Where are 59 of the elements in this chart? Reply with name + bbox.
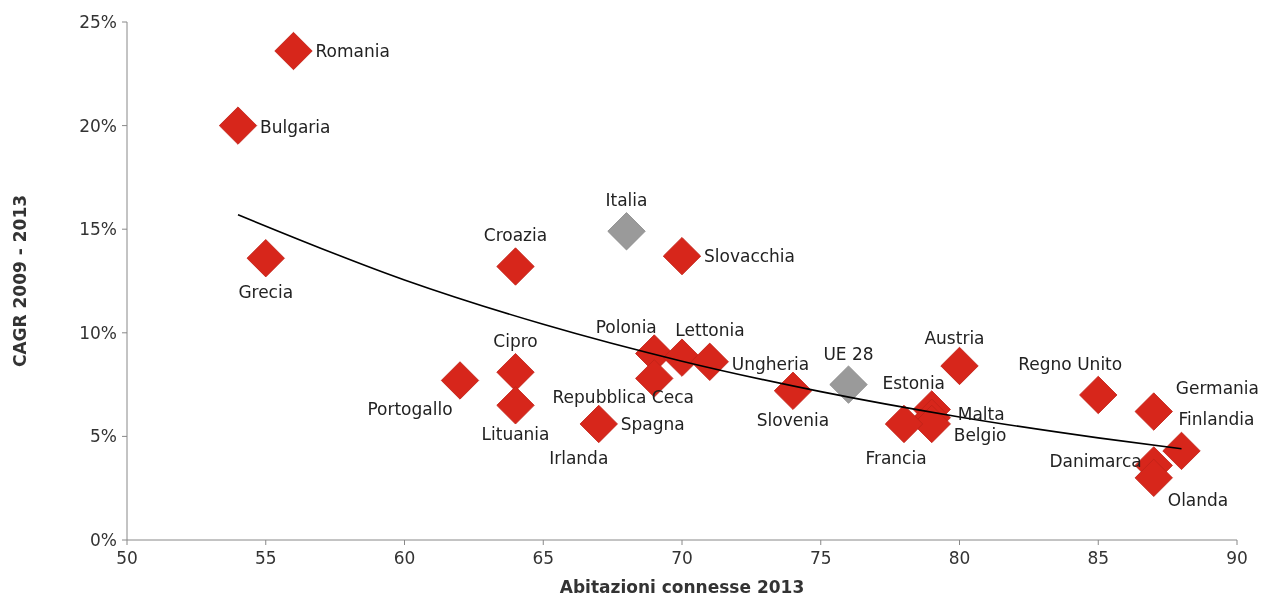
annotation: Austria [924,327,985,348]
annotation: Ungheria [731,353,810,374]
annotation: Repubblica Ceca [552,387,694,408]
annotation: Belgio [953,424,1007,445]
y-tick-label: 25% [79,12,117,32]
annotation: Estonia [882,373,946,394]
annotation: Slovenia [756,409,830,430]
y-tick-label: 10% [79,322,117,343]
point [690,342,729,381]
point [496,386,535,425]
annotation: Grecia [238,282,294,303]
x-tick-label: 55 [254,548,277,568]
point [274,31,313,71]
x-tick-label: 90 [1226,548,1248,568]
point [218,106,258,145]
y-tick-label: 20% [79,115,117,136]
point [607,212,646,251]
annotation: Bulgaria [260,116,331,137]
x-tick-label: 70 [671,548,693,568]
y-tick-label: 5% [90,426,117,447]
annotation: Germania [1175,377,1259,398]
annotation: Regno Unito [1018,353,1123,374]
point [1162,431,1201,471]
point [1134,392,1173,431]
point [884,404,924,444]
annotation: Lettonia [675,319,745,340]
annotation: Danimarca [1049,451,1142,472]
point [246,239,285,278]
y-tick-label: 0% [90,530,117,550]
x-tick-label: 60 [393,548,416,568]
annotation: Spagna [620,413,685,434]
annotation: Olanda [1167,489,1229,510]
point [829,365,868,404]
point [662,237,702,276]
y-tick-label: 15% [79,219,117,240]
annotation: Romania [315,41,390,62]
annotation: Slovacchia [704,246,796,267]
annotation: Portogallo [367,399,453,420]
point [440,361,480,400]
annotation: Polonia [595,316,657,337]
x-tick-label: 65 [532,548,555,568]
annotation: Irlanda [549,447,609,468]
point [496,247,535,286]
annotation: Finlandia [1178,408,1255,429]
annotation: UE 28 [823,343,874,364]
annotation: Italia [605,190,648,211]
x-tick-label: 85 [1087,548,1110,568]
annotation: Lituania [481,424,550,445]
x-tick-label: 75 [809,548,832,568]
y-axis-title: CAGR 2009 - 2013 [10,194,30,368]
x-tick-label: 80 [948,548,971,568]
x-tick-label: 50 [116,548,138,568]
annotation: Croazia [483,225,548,246]
point [496,353,535,392]
point [1079,375,1118,415]
annotation: Malta [957,403,1005,424]
annotation: Cipro [493,331,538,352]
annotation: Francia [865,447,927,468]
x-axis-title: Abitazioni connesse 2013 [559,577,805,597]
